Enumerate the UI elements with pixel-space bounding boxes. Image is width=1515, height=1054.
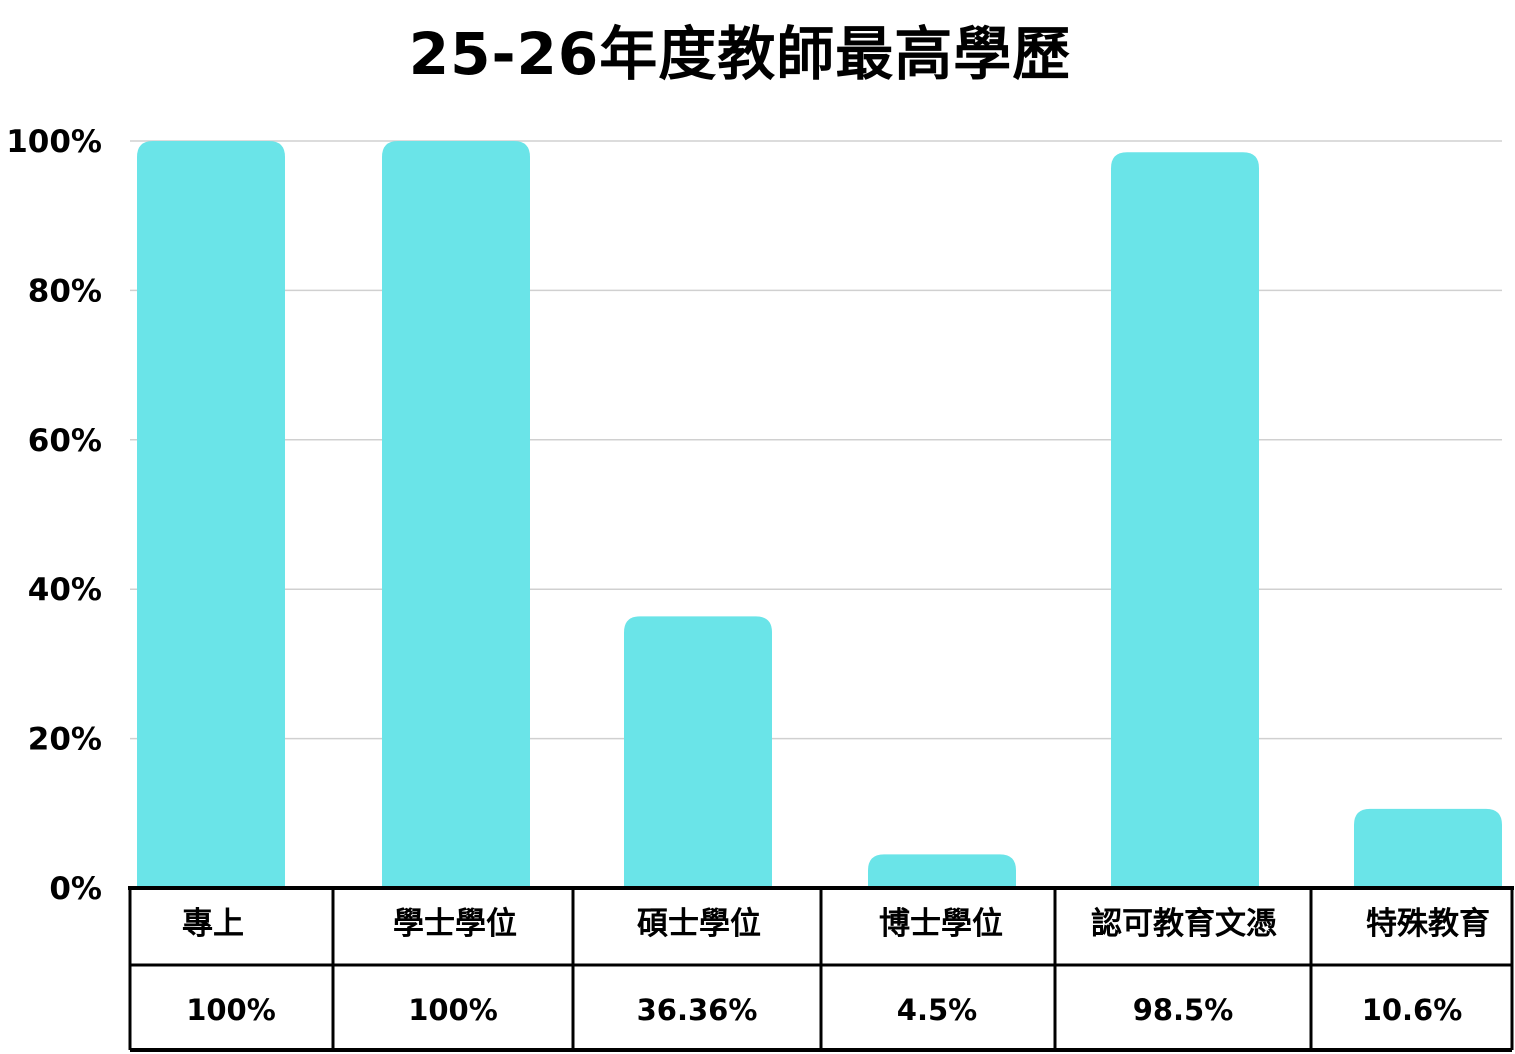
- y-tick-label: 0%: [49, 871, 102, 907]
- y-tick-label: 20%: [28, 722, 102, 758]
- value-label: 98.5%: [1133, 993, 1234, 1027]
- category-label: 特殊教育: [1366, 906, 1490, 942]
- bar: [382, 141, 530, 888]
- y-axis-tick-labels: 0% 20% 40% 60% 80% 100%: [6, 124, 102, 907]
- bars: [137, 141, 1502, 888]
- y-tick-label: 80%: [28, 273, 102, 309]
- bar: [624, 616, 772, 888]
- y-tick-label: 40%: [28, 572, 102, 608]
- category-label: 專上: [182, 906, 244, 942]
- value-label: 4.5%: [897, 993, 977, 1027]
- value-label: 36.36%: [637, 993, 758, 1027]
- bar: [137, 141, 285, 888]
- chart-title: 25-26年度教師最高學歷: [408, 20, 1072, 88]
- value-label: 10.6%: [1362, 993, 1463, 1027]
- y-tick-label: 60%: [28, 423, 102, 459]
- category-label: 碩士學位: [637, 906, 761, 942]
- data-table: 專上 學士學位 碩士學位 博士學位 認可教育文憑 特殊教育 100% 100% 36.36% 4.…: [128, 886, 1514, 1052]
- category-label: 認可教育文憑: [1091, 906, 1277, 942]
- gridlines: [130, 140, 1502, 740]
- bar: [1111, 152, 1259, 888]
- value-label: 100%: [186, 993, 276, 1027]
- bar: [1354, 808, 1502, 888]
- bar: [868, 854, 1016, 888]
- y-tick-label: 100%: [6, 124, 102, 160]
- category-label: 博士學位: [879, 906, 1003, 942]
- category-label: 學士學位: [393, 906, 517, 942]
- value-label: 100%: [408, 993, 498, 1027]
